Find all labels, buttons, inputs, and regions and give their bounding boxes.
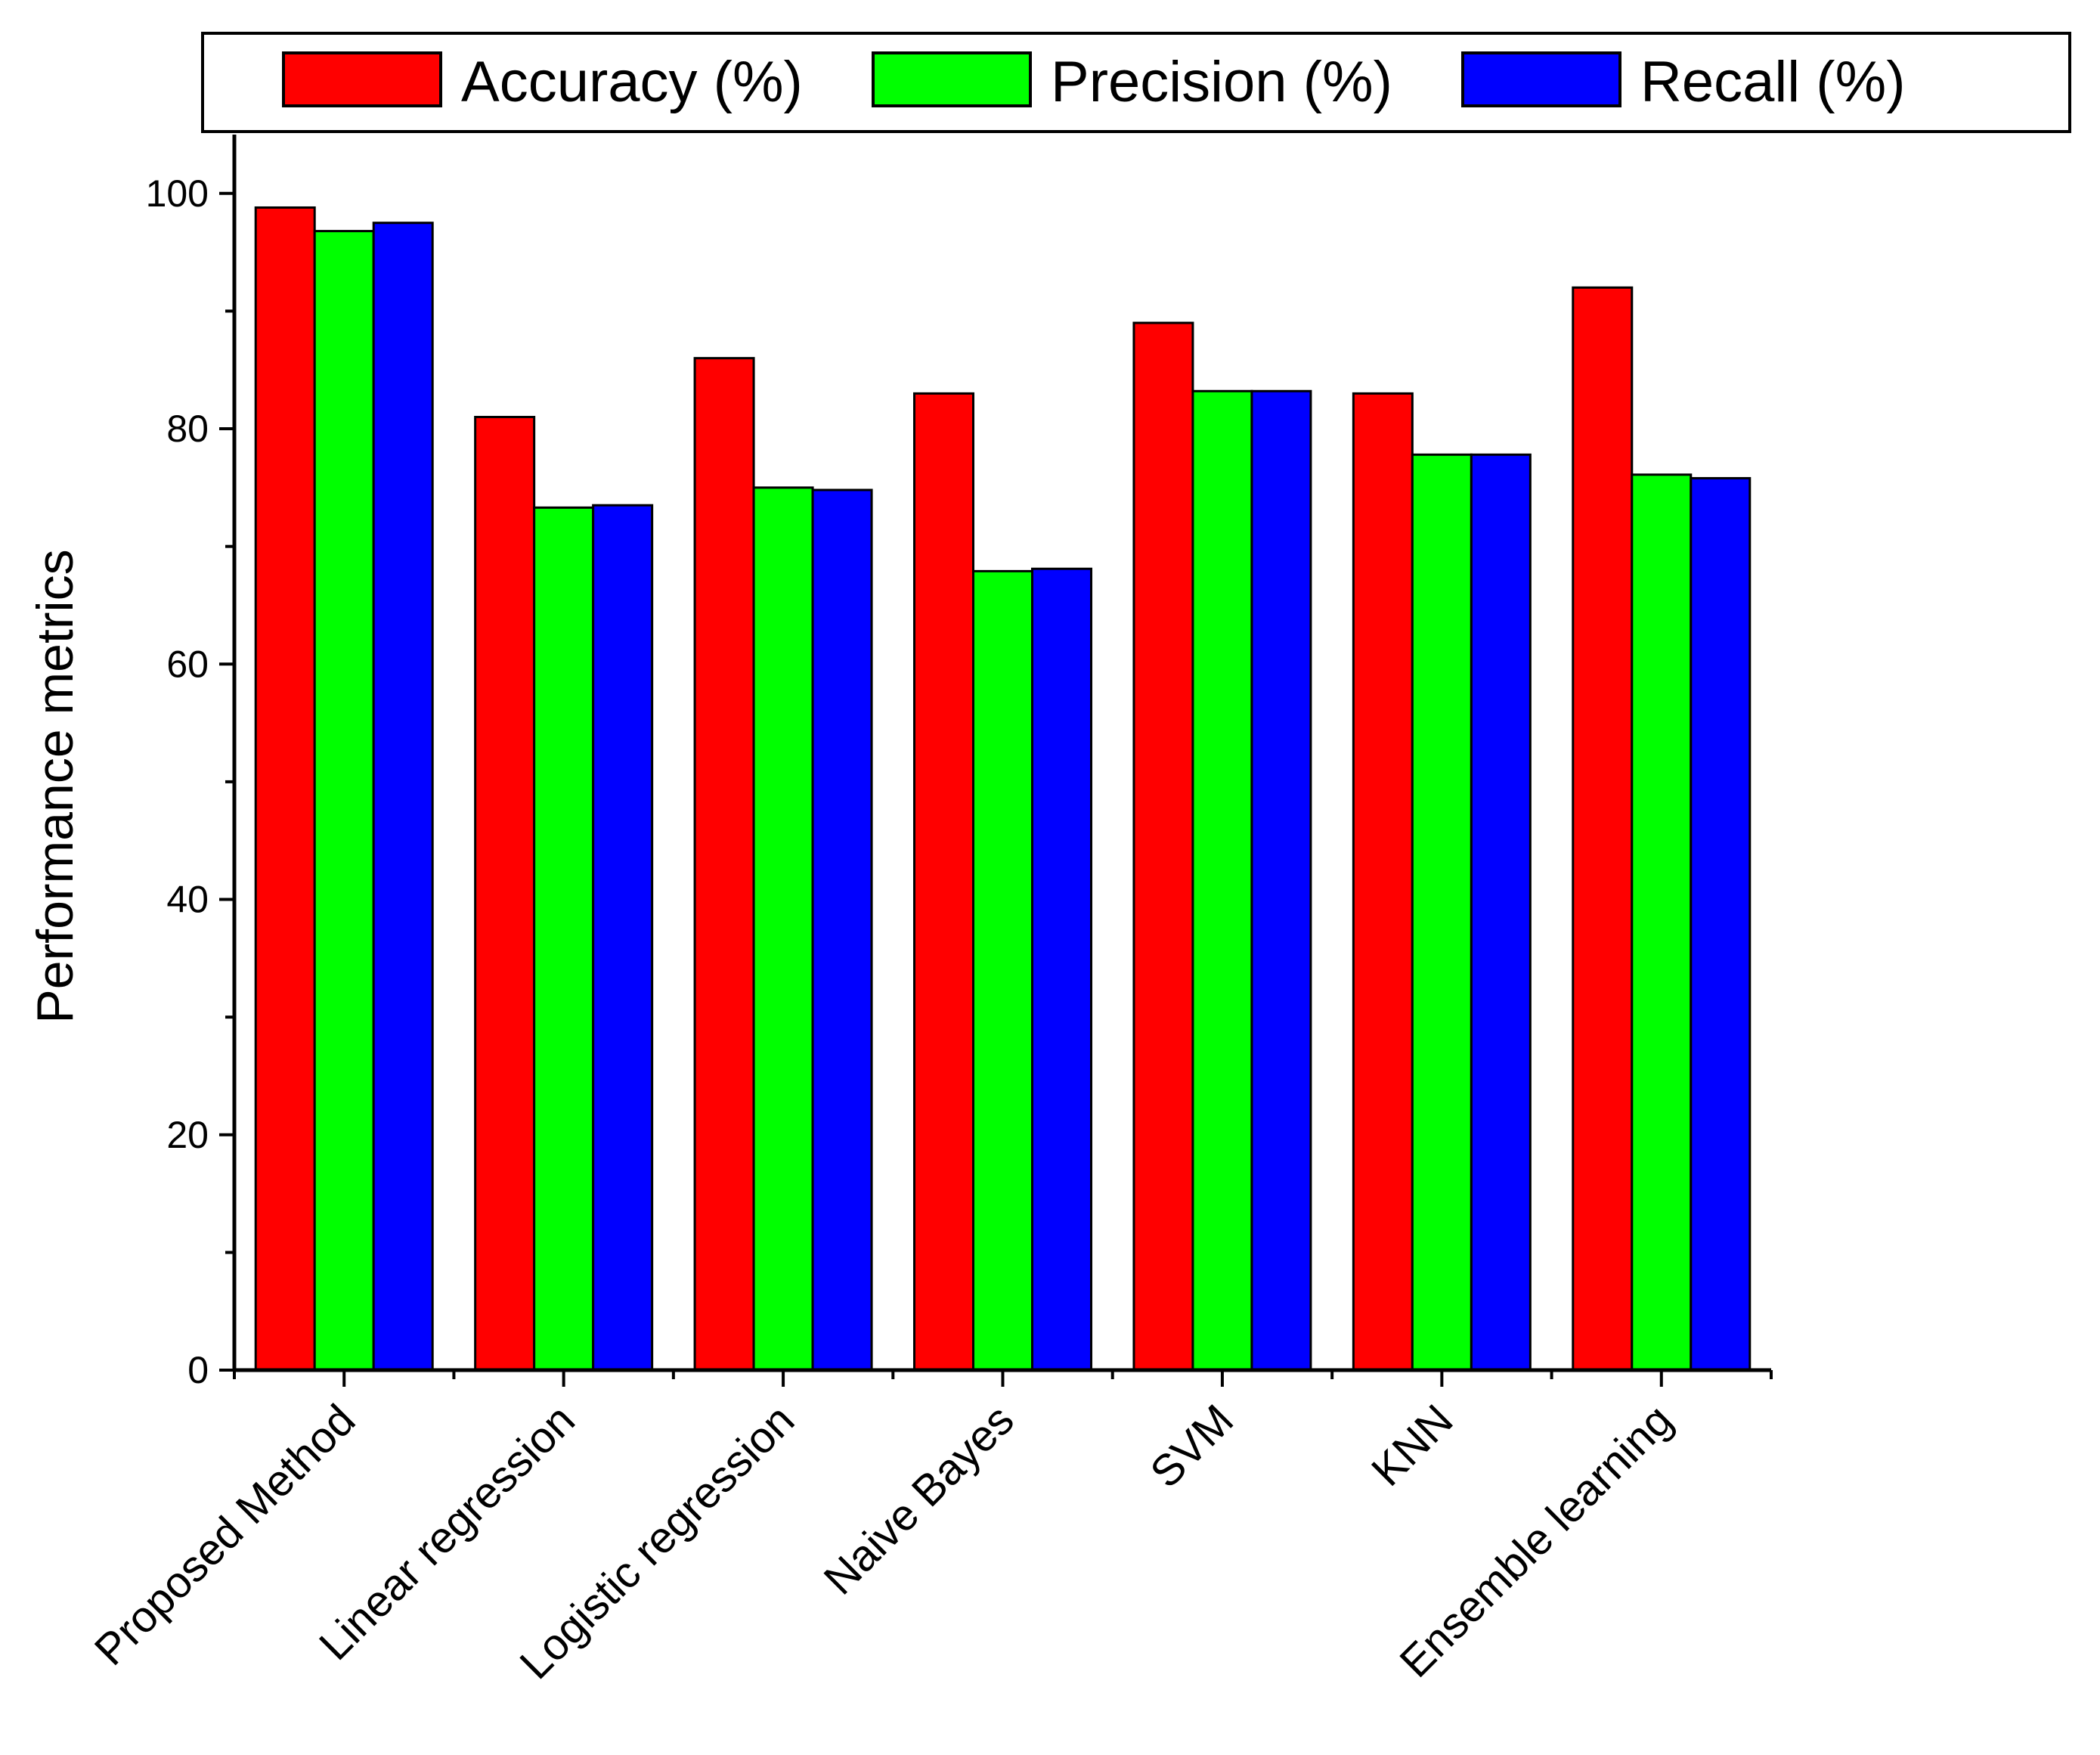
bar-precision	[752, 486, 814, 1372]
y-tick-label: 0	[187, 1349, 209, 1391]
bar-precision	[1631, 473, 1693, 1372]
bar-recall	[1470, 453, 1532, 1372]
bar-accuracy	[693, 357, 755, 1372]
bar-recall	[1690, 476, 1752, 1372]
bar-precision	[1191, 389, 1253, 1372]
legend-swatch	[872, 51, 1032, 107]
bar-precision	[972, 569, 1033, 1372]
bar-accuracy	[254, 206, 316, 1372]
bar-recall	[592, 504, 654, 1372]
bar-precision	[533, 506, 595, 1372]
bar-recall	[1250, 389, 1312, 1372]
y-axis-title: Performance metrics	[26, 549, 84, 1023]
legend-label: Precision (%)	[1051, 50, 1392, 114]
bar-group	[254, 206, 1752, 1372]
bar-recall	[811, 488, 873, 1372]
legend: Accuracy (%) Precision (%) Recall (%)	[201, 32, 2071, 133]
y-tick-label: 80	[166, 408, 209, 450]
y-tick-label: 40	[166, 879, 209, 921]
legend-swatch	[282, 51, 442, 107]
bar-accuracy	[1352, 392, 1414, 1372]
y-tick-label: 60	[166, 643, 209, 685]
y-tick-label: 100	[146, 172, 209, 215]
bar-accuracy	[474, 415, 536, 1372]
bar-precision	[313, 230, 375, 1372]
bar-accuracy	[1132, 321, 1194, 1372]
legend-frame	[201, 32, 2071, 133]
y-axis-ticks: 0 20 40 60 80 100	[146, 172, 234, 1391]
bar-accuracy	[913, 392, 974, 1372]
legend-swatch	[1461, 51, 1621, 107]
bar-recall	[1031, 567, 1092, 1372]
bar-accuracy	[1572, 286, 1634, 1372]
legend-label: Accuracy (%)	[461, 50, 803, 114]
bar-recall	[372, 222, 434, 1372]
legend-label: Recall (%)	[1640, 50, 1906, 114]
bar-precision	[1411, 453, 1473, 1372]
y-tick-label: 20	[166, 1114, 209, 1156]
